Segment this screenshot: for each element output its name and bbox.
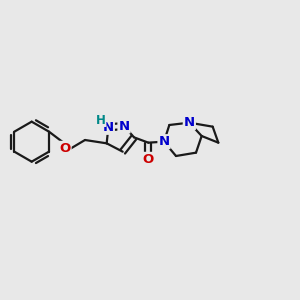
Text: N: N [184, 116, 195, 129]
Text: O: O [143, 153, 154, 166]
Text: N: N [103, 121, 114, 134]
Text: N: N [118, 119, 130, 133]
Text: H: H [96, 113, 106, 127]
Text: N: N [158, 135, 169, 148]
Text: O: O [59, 142, 70, 155]
